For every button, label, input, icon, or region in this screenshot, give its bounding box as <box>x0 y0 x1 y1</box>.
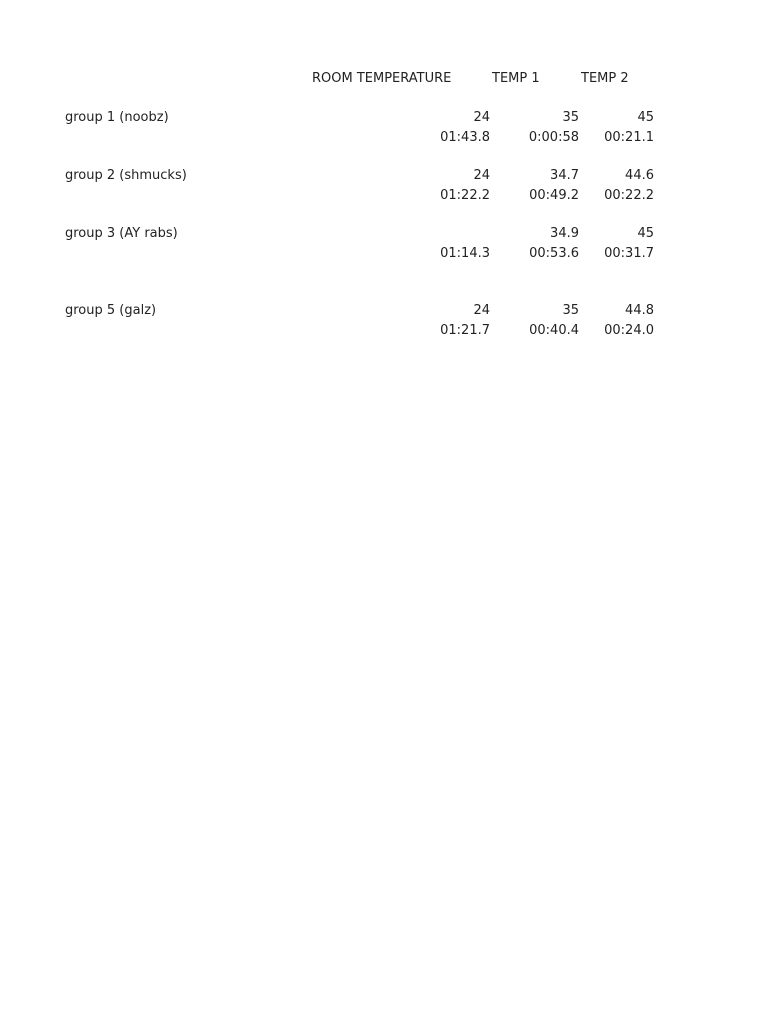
temp2-time: 00:22.2 <box>604 188 654 203</box>
group-label: group 5 (galz) <box>65 303 157 318</box>
temp2-time: 00:24.0 <box>604 323 654 338</box>
header-temp-2: TEMP 2 <box>581 71 629 86</box>
temp1-value: 34.9 <box>550 226 579 241</box>
temp2-value: 44.8 <box>625 303 654 318</box>
room-temp-time: 01:22.2 <box>440 188 490 203</box>
temp1-time: 00:53.6 <box>529 246 579 261</box>
header-temp-1: TEMP 1 <box>492 71 540 86</box>
temp1-value: 34.7 <box>550 168 579 183</box>
temp2-value: 44.6 <box>625 168 654 183</box>
room-temp-time: 01:21.7 <box>440 323 490 338</box>
group-label: group 3 (AY rabs) <box>65 226 178 241</box>
temp1-value: 35 <box>562 110 579 125</box>
group-label: group 2 (shmucks) <box>65 168 187 183</box>
temp2-value: 45 <box>637 110 654 125</box>
temp2-value: 45 <box>637 226 654 241</box>
group-label: group 1 (noobz) <box>65 110 169 125</box>
room-temp-value: 24 <box>473 303 490 318</box>
room-temp-time: 01:43.8 <box>440 130 490 145</box>
temp1-time: 00:49.2 <box>529 188 579 203</box>
temp2-time: 00:31.7 <box>604 246 654 261</box>
temp1-time: 0:00:58 <box>528 130 579 145</box>
temp1-value: 35 <box>562 303 579 318</box>
temp2-time: 00:21.1 <box>604 130 654 145</box>
room-temp-time: 01:14.3 <box>440 246 490 261</box>
room-temp-value: 24 <box>473 110 490 125</box>
room-temp-value: 24 <box>473 168 490 183</box>
header-room-temperature: ROOM TEMPERATURE <box>312 71 452 86</box>
temp1-time: 00:40.4 <box>529 323 579 338</box>
